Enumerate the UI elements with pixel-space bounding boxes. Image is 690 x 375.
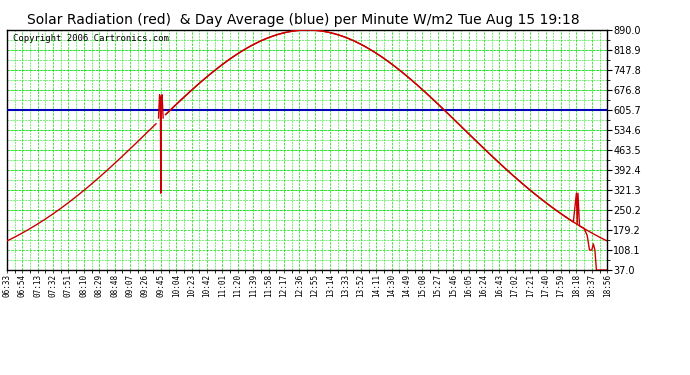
Text: Solar Radiation (red)  & Day Average (blue) per Minute W/m2 Tue Aug 15 19:18: Solar Radiation (red) & Day Average (blu… [28,13,580,27]
Text: Copyright 2006 Cartronics.com: Copyright 2006 Cartronics.com [13,34,169,43]
